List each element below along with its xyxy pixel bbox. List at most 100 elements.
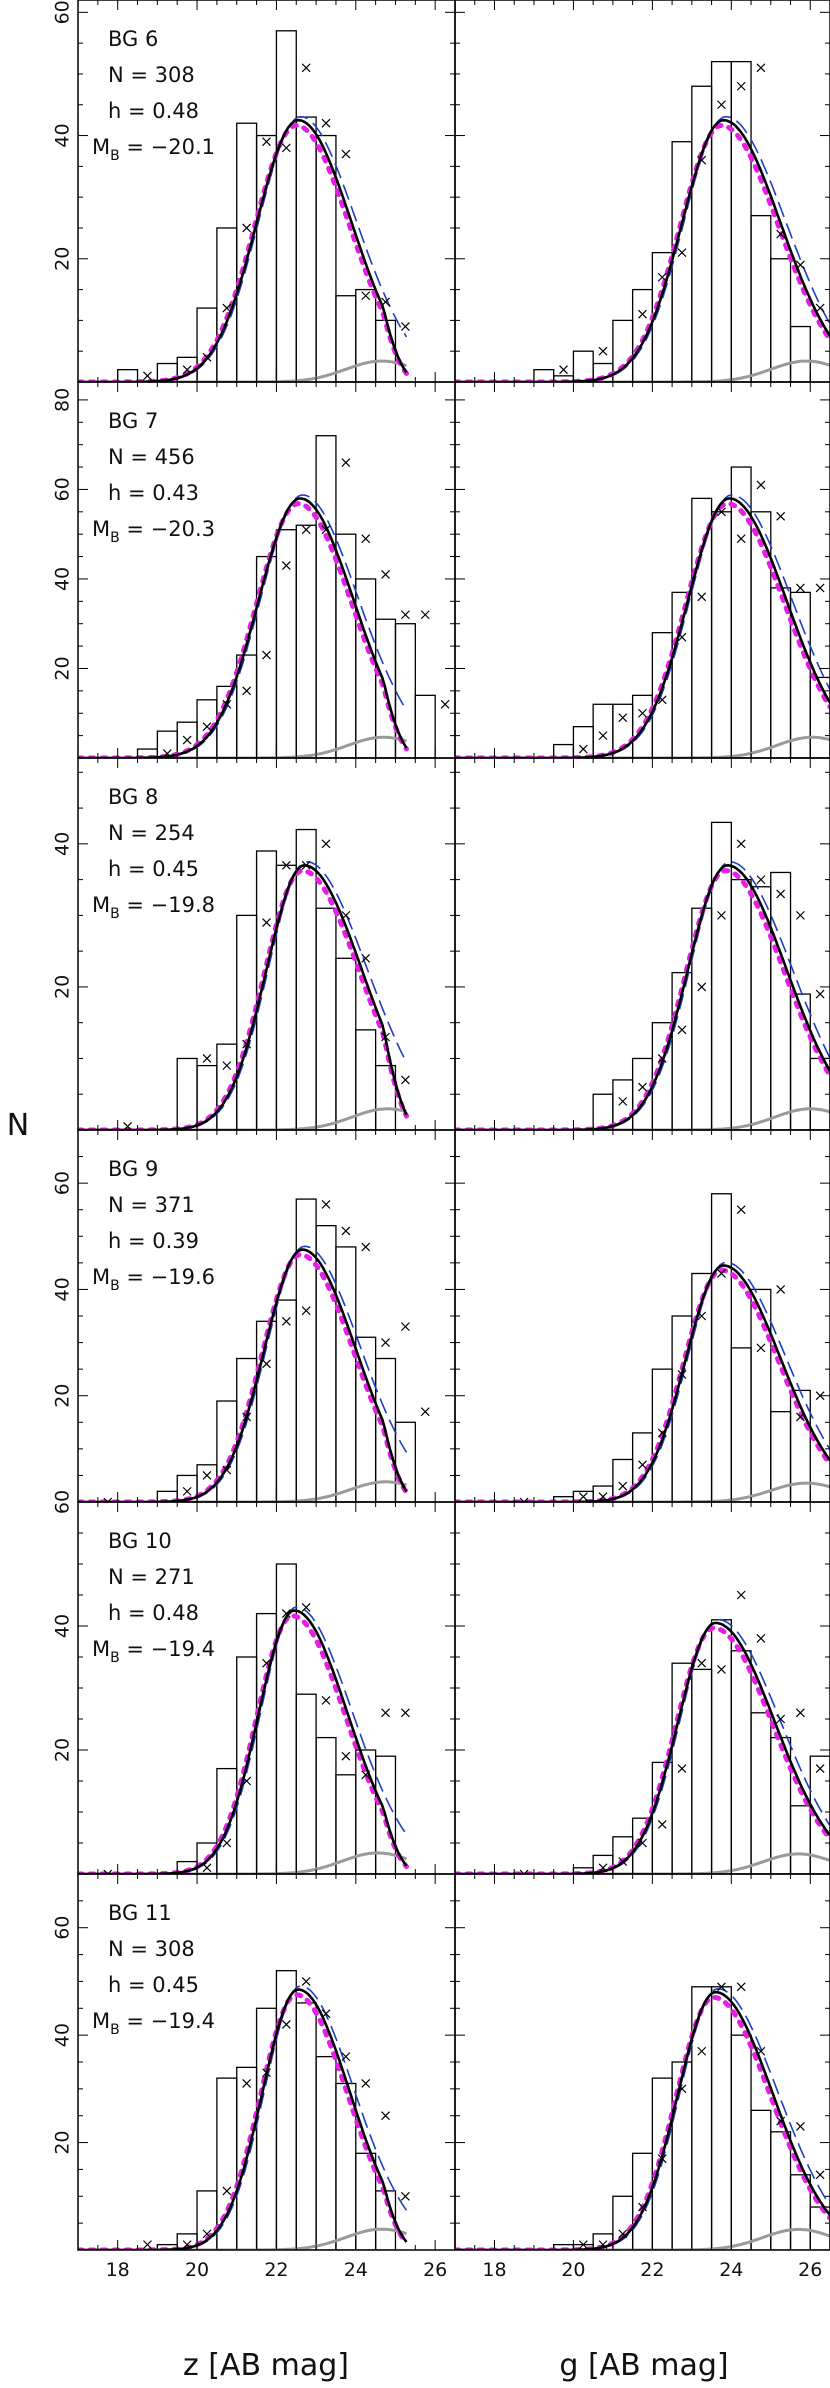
y-tick-label: 80 xyxy=(52,388,74,412)
data-cross xyxy=(400,610,410,620)
annotation-h: h = 0.48 xyxy=(108,99,199,123)
histogram-bar xyxy=(275,864,297,1130)
data-cross xyxy=(242,2079,252,2088)
data-cross-stroke xyxy=(559,365,568,375)
histogram-bar xyxy=(394,623,416,758)
data-cross-stroke xyxy=(162,749,172,758)
data-cross-stroke xyxy=(301,1977,311,1986)
data-cross xyxy=(795,583,805,593)
data-cross xyxy=(598,2240,608,2250)
data-cross xyxy=(182,735,192,745)
data-cross-stroke xyxy=(321,1695,331,1705)
data-cross xyxy=(103,1869,113,1874)
data-cross xyxy=(736,1982,746,1992)
data-cross xyxy=(242,223,252,233)
annotation-name: BG 7 xyxy=(108,409,158,433)
data-cross-stroke xyxy=(321,2009,331,2019)
histogram-bar xyxy=(691,85,713,382)
data-cross-stroke xyxy=(182,735,192,745)
annotation-h: h = 0.45 xyxy=(108,1973,199,1997)
data-cross-stroke xyxy=(578,2240,588,2250)
histogram-bar xyxy=(789,591,811,758)
data-cross xyxy=(143,371,152,381)
data-cross-stroke xyxy=(756,1633,766,1643)
data-cross-stroke xyxy=(341,458,351,467)
model-curve-blue-dashed xyxy=(455,1987,830,2250)
data-cross-stroke xyxy=(106,1497,113,1502)
data-cross-stroke xyxy=(638,1082,647,1092)
data-cross-stroke xyxy=(677,1025,687,1035)
data-cross xyxy=(717,507,726,517)
data-cross xyxy=(222,303,232,313)
data-cross-stroke xyxy=(103,1497,109,1502)
data-cross xyxy=(381,2111,390,2121)
data-cross-stroke xyxy=(400,322,410,331)
data-cross xyxy=(795,1708,805,1718)
data-cross-stroke xyxy=(795,910,805,920)
data-cross xyxy=(400,1708,410,1718)
data-cross xyxy=(736,1590,746,1600)
data-cross-stroke xyxy=(202,2229,212,2239)
data-cross-stroke xyxy=(321,525,331,535)
histogram-bar xyxy=(671,141,693,382)
histogram-bar xyxy=(295,2002,317,2250)
histogram-bar xyxy=(710,1986,732,2250)
data-cross xyxy=(281,1316,291,1326)
data-cross xyxy=(262,1658,271,1668)
data-cross xyxy=(321,839,331,849)
data-cross xyxy=(598,1492,608,1502)
data-cross-stroke xyxy=(795,260,805,270)
data-cross xyxy=(795,1412,805,1422)
annotation-mb-subscript: B xyxy=(110,530,120,546)
fit-curve-black xyxy=(455,497,830,758)
data-cross-stroke xyxy=(717,1982,726,1992)
y-tick-label: 40 xyxy=(52,1277,74,1301)
data-cross-stroke xyxy=(677,1370,687,1379)
fit-curve-black xyxy=(455,118,830,382)
data-cross-stroke xyxy=(598,2240,608,2250)
annotation-name: BG 10 xyxy=(108,1529,172,1553)
data-cross-stroke xyxy=(420,1407,430,1417)
data-cross xyxy=(618,2229,628,2239)
data-cross-stroke xyxy=(519,1497,525,1502)
annotation-mb-value: = −19.6 xyxy=(120,1265,215,1289)
histogram-bar xyxy=(710,1193,732,1502)
data-cross-stroke xyxy=(717,1269,726,1278)
data-cross xyxy=(795,260,805,270)
data-cross-stroke xyxy=(361,1770,371,1780)
model-curve-blue-dashed xyxy=(78,1606,408,1874)
histogram-bar xyxy=(710,1619,732,1874)
model-curve-magenta-dotted xyxy=(78,1613,409,1874)
data-cross-stroke xyxy=(776,511,786,521)
data-cross-stroke xyxy=(815,2170,825,2180)
annotation-mb-value: = −19.8 xyxy=(120,893,215,917)
data-cross-stroke xyxy=(697,1658,707,1668)
data-cross xyxy=(756,875,766,885)
data-cross-stroke xyxy=(420,610,430,620)
data-cross-stroke xyxy=(321,118,331,128)
y-tick-label: 40 xyxy=(52,2023,74,2047)
annotation-mb-subscript: B xyxy=(110,906,120,922)
data-cross xyxy=(202,1863,212,1873)
annotation-absolute-magnitude: MB = −19.4 xyxy=(92,1637,215,1666)
data-cross-stroke xyxy=(638,2202,647,2212)
histogram-bar xyxy=(789,1805,811,1874)
data-cross xyxy=(242,1039,252,1049)
data-cross-stroke xyxy=(657,695,667,705)
histogram-bar xyxy=(255,134,278,382)
panel-bg-8-z: 20 40 BG 8 N = 254 h = 0.45 MB = −19.8 xyxy=(52,757,456,1131)
data-cross-stroke xyxy=(242,1039,252,1049)
data-cross-stroke xyxy=(400,1075,410,1085)
data-cross-stroke xyxy=(598,731,608,741)
data-cross xyxy=(776,1714,786,1724)
histogram-bar xyxy=(710,511,732,758)
data-cross-stroke xyxy=(242,2079,252,2088)
plot-area xyxy=(455,466,830,758)
histogram-bar xyxy=(789,2174,811,2250)
data-cross xyxy=(202,1471,212,1480)
data-cross-stroke xyxy=(242,223,252,233)
histogram-bar xyxy=(710,60,732,382)
data-cross xyxy=(815,1764,825,1774)
data-cross xyxy=(361,1770,371,1780)
